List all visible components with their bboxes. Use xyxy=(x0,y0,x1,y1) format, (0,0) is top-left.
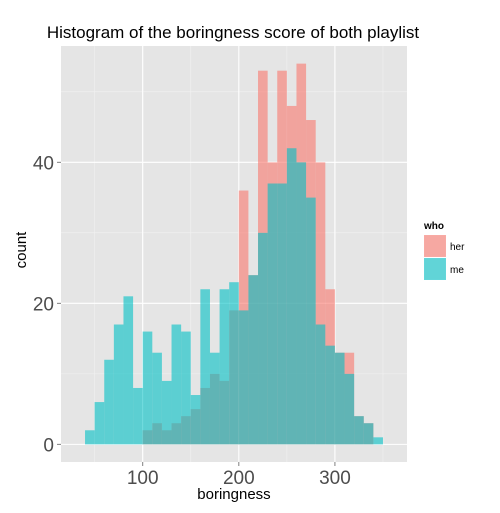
histogram-bar-me xyxy=(344,373,355,445)
histogram-bar-me xyxy=(258,232,268,445)
histogram-bar-me xyxy=(94,402,105,445)
histogram-bar-her xyxy=(315,162,326,445)
histogram-bar-me xyxy=(363,423,374,445)
x-tick-label: 100 xyxy=(127,468,159,489)
histogram-bar-me xyxy=(277,183,287,445)
histogram-bar-me xyxy=(354,416,364,445)
legend-items: her me xyxy=(423,234,465,281)
histogram-bar-me xyxy=(306,197,316,445)
legend: who her me xyxy=(423,221,465,281)
legend-swatch-her xyxy=(424,235,446,257)
x-tick-label: 200 xyxy=(223,468,255,489)
histogram-bar-me xyxy=(133,387,143,445)
histogram-bar-me xyxy=(325,345,335,445)
histogram-bar-me xyxy=(238,310,249,445)
histogram-bar-me xyxy=(373,437,383,445)
histogram-bar-me xyxy=(152,352,162,445)
y-tick-label: 20 xyxy=(33,294,54,315)
chart-title: Histogram of the boringness score of bot… xyxy=(47,23,420,42)
histogram-bar-me xyxy=(181,331,191,445)
histogram-bar-me xyxy=(334,352,345,445)
x-axis-label: boringness xyxy=(197,486,270,503)
histogram-bar-me xyxy=(229,282,239,445)
y-tick-label: 0 xyxy=(43,435,54,456)
series-me-bars xyxy=(85,148,383,445)
histogram-bar-me xyxy=(209,352,220,445)
histogram-bar-me xyxy=(171,324,182,445)
x-tick-label: 300 xyxy=(319,468,351,489)
y-axis-label: count xyxy=(13,231,30,269)
histogram-bar-me xyxy=(286,148,297,445)
histogram-bar-me xyxy=(296,162,307,445)
axis-ticks: 0 20 40 100 200 300 xyxy=(33,153,351,489)
histogram-bar-me xyxy=(161,380,172,445)
histogram-bar-me xyxy=(113,324,124,445)
y-tick-label: 40 xyxy=(33,153,54,174)
histogram-bar-me xyxy=(104,359,114,445)
histogram-bar-me xyxy=(200,289,210,445)
histogram-bar-me xyxy=(85,430,95,445)
legend-label-her: her xyxy=(450,242,465,253)
histogram-bar-me xyxy=(190,395,201,445)
legend-title: who xyxy=(423,221,444,232)
histogram-bar-me xyxy=(315,324,326,445)
legend-swatch-me xyxy=(424,258,446,280)
histogram-bar-me xyxy=(219,289,230,445)
histogram-bar-me xyxy=(248,275,259,445)
histogram-bar-me xyxy=(267,183,278,445)
histogram-bar-me xyxy=(142,331,153,445)
histogram-bar-me xyxy=(123,296,134,445)
legend-label-me: me xyxy=(450,265,464,276)
